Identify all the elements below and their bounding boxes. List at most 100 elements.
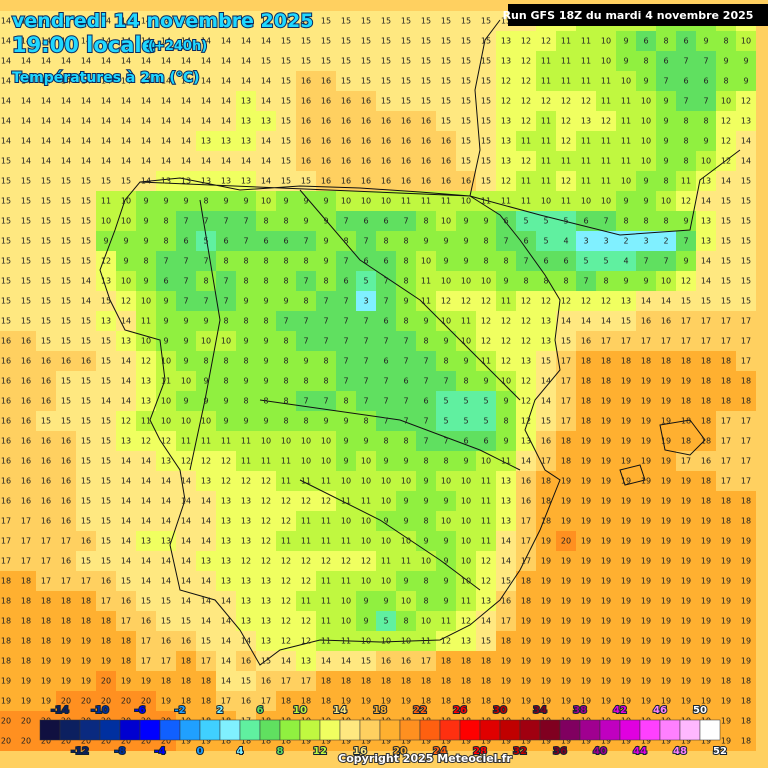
- temperature-value: 7: [703, 57, 708, 66]
- temperature-value: 13: [221, 137, 231, 146]
- temperature-cell: [636, 131, 656, 151]
- temperature-cell: [16, 251, 36, 271]
- temperature-cell: [116, 251, 136, 271]
- temperature-value: 10: [141, 337, 151, 346]
- temperature-value: 19: [681, 677, 691, 686]
- temperature-value: 14: [201, 97, 211, 106]
- temperature-value: 16: [61, 357, 71, 366]
- temperature-cell: [116, 11, 136, 31]
- temperature-value: 13: [581, 117, 591, 126]
- temperature-cell: [236, 571, 256, 591]
- temperature-cell: [716, 71, 736, 91]
- temperature-cell: [176, 531, 196, 551]
- scale-label: 48: [673, 746, 687, 757]
- temperature-cell: [396, 391, 416, 411]
- temperature-cell: [436, 551, 456, 571]
- temperature-cell: [136, 531, 156, 551]
- temperature-value: 9: [643, 277, 648, 286]
- temperature-value: 2: [663, 237, 668, 246]
- temperature-value: 10: [461, 197, 471, 206]
- temperature-cell: [296, 351, 316, 371]
- temperature-cell: [656, 171, 676, 191]
- temperature-value: 19: [621, 617, 631, 626]
- temperature-value: 18: [581, 377, 591, 386]
- temperature-value: 15: [721, 217, 731, 226]
- temperature-cell: [676, 571, 696, 591]
- temperature-cell: [176, 31, 196, 51]
- temperature-cell: [36, 391, 56, 411]
- temperature-cell: [276, 191, 296, 211]
- temperature-cell: [276, 51, 296, 71]
- temperature-cell: [636, 291, 656, 311]
- temperature-cell: [476, 91, 496, 111]
- temperature-cell: [256, 71, 276, 91]
- temperature-cell: [656, 511, 676, 531]
- temperature-value: 14: [181, 597, 191, 606]
- temperature-value: 8: [643, 217, 648, 226]
- temperature-cell: [316, 71, 336, 91]
- temperature-value: 9: [323, 417, 328, 426]
- temperature-value: 12: [181, 457, 191, 466]
- temperature-value: 19: [661, 517, 671, 526]
- temperature-value: 5: [483, 397, 488, 406]
- temperature-cell: [76, 371, 96, 391]
- temperature-cell: [136, 611, 156, 631]
- temperature-cell: [416, 451, 436, 471]
- temperature-cell: [536, 191, 556, 211]
- temperature-cell: [676, 191, 696, 211]
- temperature-cell: [216, 551, 236, 571]
- temperature-value: 17: [101, 597, 111, 606]
- temperature-value: 10: [121, 197, 131, 206]
- temperature-cell: [236, 191, 256, 211]
- temperature-cell: [516, 671, 536, 691]
- scale-swatch: [159, 719, 181, 741]
- temperature-cell: [416, 431, 436, 451]
- temperature-cell: [416, 151, 436, 171]
- temperature-value: 19: [661, 397, 671, 406]
- temperature-cell: [296, 571, 316, 591]
- temperature-value: 12: [481, 297, 491, 306]
- temperature-value: 19: [581, 637, 591, 646]
- temperature-cell: [476, 551, 496, 571]
- temperature-value: 15: [21, 277, 31, 286]
- temperature-value: 14: [161, 497, 171, 506]
- temperature-value: 17: [701, 337, 711, 346]
- temperature-value: 16: [261, 677, 271, 686]
- temperature-cell: [76, 131, 96, 151]
- temperature-cell: [216, 411, 236, 431]
- temperature-cell: [416, 611, 436, 631]
- temperature-value: 11: [561, 37, 571, 46]
- temperature-value: 19: [621, 457, 631, 466]
- temperature-value: 15: [441, 57, 451, 66]
- temperature-value: 18: [21, 577, 31, 586]
- temperature-value: 6: [363, 217, 368, 226]
- temperature-cell: [576, 471, 596, 491]
- temperature-cell: [556, 251, 576, 271]
- temperature-value: 11: [241, 437, 251, 446]
- temperature-value: 16: [321, 177, 331, 186]
- temperature-value: 7: [223, 217, 228, 226]
- temperature-cell: [196, 31, 216, 51]
- temperature-value: 14: [81, 37, 91, 46]
- temperature-cell: [216, 131, 236, 151]
- temperature-cell: [456, 211, 476, 231]
- temperature-value: 14: [141, 517, 151, 526]
- temperature-cell: [176, 231, 196, 251]
- temperature-cell: [176, 371, 196, 391]
- temperature-value: 18: [701, 397, 711, 406]
- temperature-cell: [76, 551, 96, 571]
- temperature-cell: [436, 311, 456, 331]
- temperature-value: 19: [621, 517, 631, 526]
- temperature-cell: [436, 571, 456, 591]
- temperature-value: 19: [721, 537, 731, 546]
- temperature-value: 19: [61, 657, 71, 666]
- temperature-cell: [196, 211, 216, 231]
- temperature-cell: [436, 271, 456, 291]
- temperature-cell: [636, 271, 656, 291]
- temperature-cell: [576, 71, 596, 91]
- temperature-cell: [296, 611, 316, 631]
- temperature-cell: [616, 171, 636, 191]
- temperature-value: 19: [721, 597, 731, 606]
- temperature-cell: [36, 331, 56, 351]
- temperature-cell: [276, 631, 296, 651]
